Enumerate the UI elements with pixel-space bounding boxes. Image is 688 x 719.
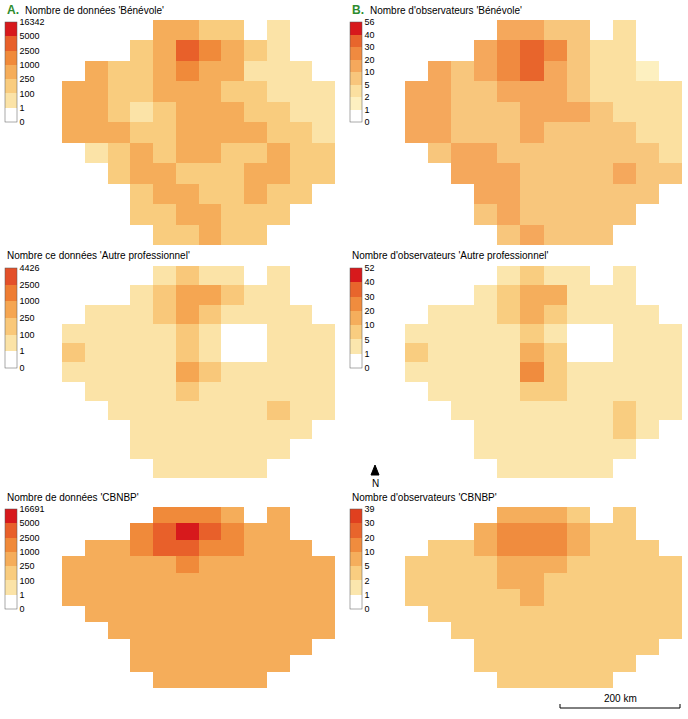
svg-text:1: 1 <box>20 103 25 113</box>
svg-text:Nombre d'observateurs 'CBNBP': Nombre d'observateurs 'CBNBP' <box>352 492 497 503</box>
svg-text:39: 39 <box>365 504 375 514</box>
svg-text:100: 100 <box>20 89 35 99</box>
svg-text:2: 2 <box>365 92 370 102</box>
svg-text:2500: 2500 <box>20 280 40 290</box>
svg-text:2500: 2500 <box>20 533 40 543</box>
svg-text:2500: 2500 <box>20 46 40 56</box>
svg-text:B.: B. <box>352 3 364 17</box>
svg-text:10: 10 <box>365 547 375 557</box>
svg-text:1000: 1000 <box>20 296 40 306</box>
svg-text:0: 0 <box>20 363 25 373</box>
svg-text:30: 30 <box>365 42 375 52</box>
svg-text:1: 1 <box>20 346 25 356</box>
svg-text:5000: 5000 <box>20 31 40 41</box>
svg-text:1: 1 <box>365 105 370 115</box>
svg-text:16691: 16691 <box>20 504 45 514</box>
svg-text:4426: 4426 <box>20 263 40 273</box>
svg-text:N: N <box>372 478 379 489</box>
svg-text:Nombre d'observateurs 'Bénévol: Nombre d'observateurs 'Bénévole' <box>370 5 522 16</box>
svg-text:0: 0 <box>365 117 370 127</box>
svg-text:2: 2 <box>365 576 370 586</box>
svg-text:30: 30 <box>365 292 375 302</box>
svg-text:0: 0 <box>365 604 370 614</box>
svg-text:A.: A. <box>7 3 19 17</box>
svg-text:10: 10 <box>365 320 375 330</box>
svg-text:20: 20 <box>365 533 375 543</box>
svg-text:250: 250 <box>20 74 35 84</box>
svg-text:1000: 1000 <box>20 60 40 70</box>
svg-text:Nombre ce données 'Autre profe: Nombre ce données 'Autre professionnel' <box>7 250 190 261</box>
svg-text:Nombre de données 'Bénévole': Nombre de données 'Bénévole' <box>25 5 164 16</box>
svg-text:0: 0 <box>20 604 25 614</box>
svg-text:250: 250 <box>20 313 35 323</box>
svg-text:1: 1 <box>365 590 370 600</box>
svg-text:16342: 16342 <box>20 17 45 27</box>
svg-text:10: 10 <box>365 67 375 77</box>
svg-text:20: 20 <box>365 306 375 316</box>
svg-text:20: 20 <box>365 55 375 65</box>
svg-text:40: 40 <box>365 277 375 287</box>
svg-text:0: 0 <box>365 363 370 373</box>
svg-text:1000: 1000 <box>20 547 40 557</box>
svg-text:100: 100 <box>20 576 35 586</box>
svg-text:5: 5 <box>365 80 370 90</box>
svg-text:1: 1 <box>20 590 25 600</box>
svg-text:5: 5 <box>365 335 370 345</box>
svg-text:1: 1 <box>365 349 370 359</box>
svg-text:5: 5 <box>365 561 370 571</box>
svg-text:5000: 5000 <box>20 518 40 528</box>
svg-text:40: 40 <box>365 30 375 40</box>
svg-text:100: 100 <box>20 330 35 340</box>
svg-text:Nombre d'observateurs 'Autre p: Nombre d'observateurs 'Autre professionn… <box>352 250 548 261</box>
svg-text:Nombre de données 'CBNBP': Nombre de données 'CBNBP' <box>7 492 139 503</box>
svg-text:0: 0 <box>20 117 25 127</box>
svg-text:52: 52 <box>365 263 375 273</box>
svg-text:250: 250 <box>20 561 35 571</box>
svg-text:56: 56 <box>365 17 375 27</box>
svg-text:200 km: 200 km <box>604 693 637 704</box>
svg-text:30: 30 <box>365 518 375 528</box>
